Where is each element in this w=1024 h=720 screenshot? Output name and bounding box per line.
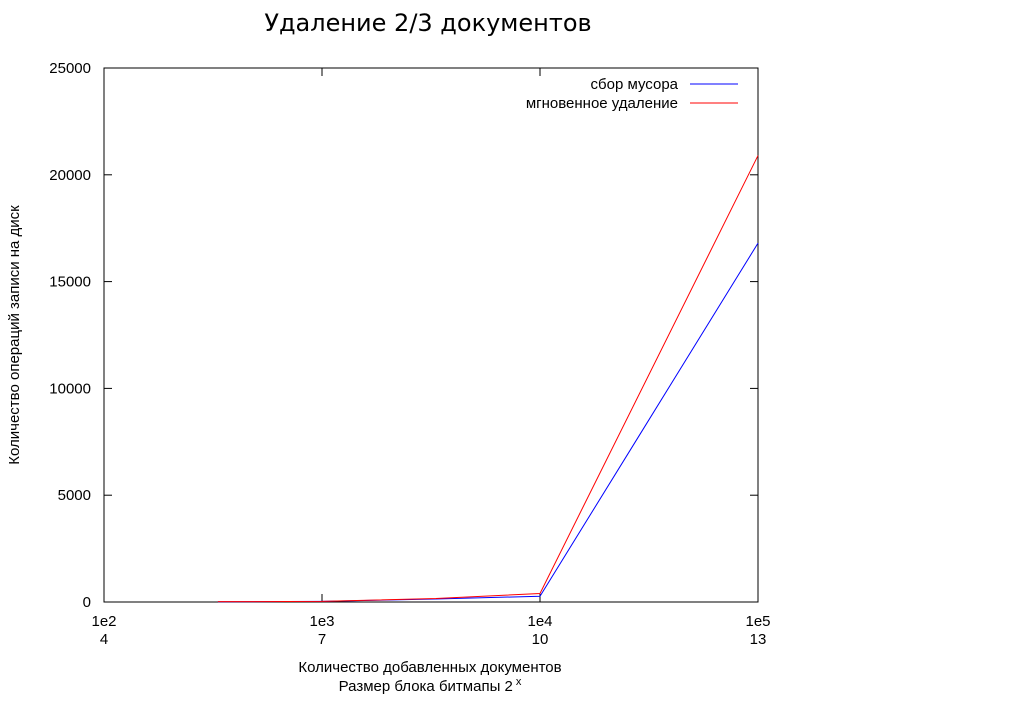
x-tick-label: 1e4 — [527, 613, 552, 630]
x-axis-label: Количество добавленных документов — [298, 659, 561, 676]
y-tick-label: 10000 — [49, 380, 91, 397]
legend: сбор мусора мгновенное удаление — [526, 76, 738, 112]
y-tick-label: 5000 — [58, 487, 91, 504]
x-tick-sublabel: 4 — [100, 631, 108, 648]
series-line-garbage-collection — [217, 242, 759, 603]
series-lines — [217, 155, 759, 603]
x-tick-sublabel: 7 — [318, 631, 326, 648]
x-tick-label: 1e2 — [91, 613, 116, 630]
x-tick-sublabel: 10 — [532, 631, 549, 648]
y-axis-label: Количество операций записи на диск — [6, 205, 23, 465]
x-tick-label: 1e5 — [745, 613, 770, 630]
legend-label-instant-deletion: мгновенное удаление — [526, 95, 678, 112]
y-tick-label: 15000 — [49, 274, 91, 291]
y-tick-label: 25000 — [49, 60, 91, 77]
chart-title: Удаление 2/3 документов — [264, 9, 591, 37]
y-tick-label: 20000 — [49, 167, 91, 184]
legend-label-garbage-collection: сбор мусора — [591, 76, 679, 93]
y-tick-label: 0 — [83, 594, 91, 611]
x-tick-label: 1e3 — [309, 613, 334, 630]
plot-area — [103, 67, 759, 603]
x-tick-sublabel: 13 — [750, 631, 767, 648]
series-line-instant-deletion — [217, 155, 759, 603]
